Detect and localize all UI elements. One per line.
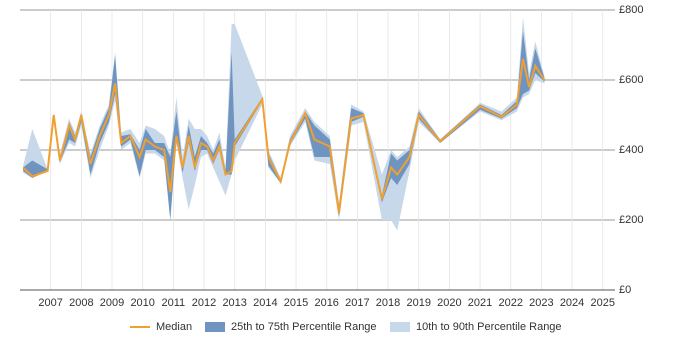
x-tick-label: 2024 <box>560 297 584 309</box>
x-tick-label: 2012 <box>192 297 216 309</box>
x-tick-label: 2007 <box>38 297 62 309</box>
x-tick-label: 2025 <box>590 297 614 309</box>
y-tick-label: £800 <box>619 4 643 16</box>
y-tick-label: £0 <box>619 284 631 296</box>
median-line <box>22 58 546 214</box>
x-tick-label: 2020 <box>437 297 461 309</box>
x-tick-label: 2011 <box>162 297 186 309</box>
legend-swatch <box>205 322 225 332</box>
x-tick-label: 2021 <box>468 297 492 309</box>
x-tick-label: 2019 <box>406 297 430 309</box>
legend-swatch <box>390 322 410 332</box>
x-tick-label: 2009 <box>100 297 124 309</box>
range-area <box>23 31 545 220</box>
x-tick-label: 2014 <box>253 297 277 309</box>
x-tick-label: 2015 <box>284 297 308 309</box>
x-tick-label: 2016 <box>314 297 338 309</box>
y-tick-label: £200 <box>619 214 643 226</box>
range-area <box>23 17 545 231</box>
legend-label: 10th to 90th Percentile Range <box>416 321 562 333</box>
x-tick-label: 2018 <box>376 297 400 309</box>
x-tick-label: 2010 <box>130 297 154 309</box>
x-tick-label: 2017 <box>345 297 369 309</box>
x-tick-label: 2023 <box>529 297 553 309</box>
legend-label: 25th to 75th Percentile Range <box>231 321 377 333</box>
x-tick-label: 2022 <box>498 297 522 309</box>
y-tick-label: £600 <box>619 74 643 86</box>
x-tick-label: 2008 <box>69 297 93 309</box>
legend-label: Median <box>156 321 192 333</box>
x-tick-label: 2013 <box>222 297 246 309</box>
y-tick-label: £400 <box>619 144 643 156</box>
